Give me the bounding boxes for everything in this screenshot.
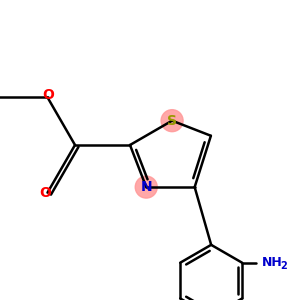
Text: N: N <box>140 180 152 194</box>
Circle shape <box>135 176 157 198</box>
Text: O: O <box>40 186 51 200</box>
Text: O: O <box>43 88 54 102</box>
Text: 2: 2 <box>280 261 287 271</box>
Text: NH: NH <box>262 256 283 269</box>
Circle shape <box>161 110 183 132</box>
Text: S: S <box>167 114 177 128</box>
